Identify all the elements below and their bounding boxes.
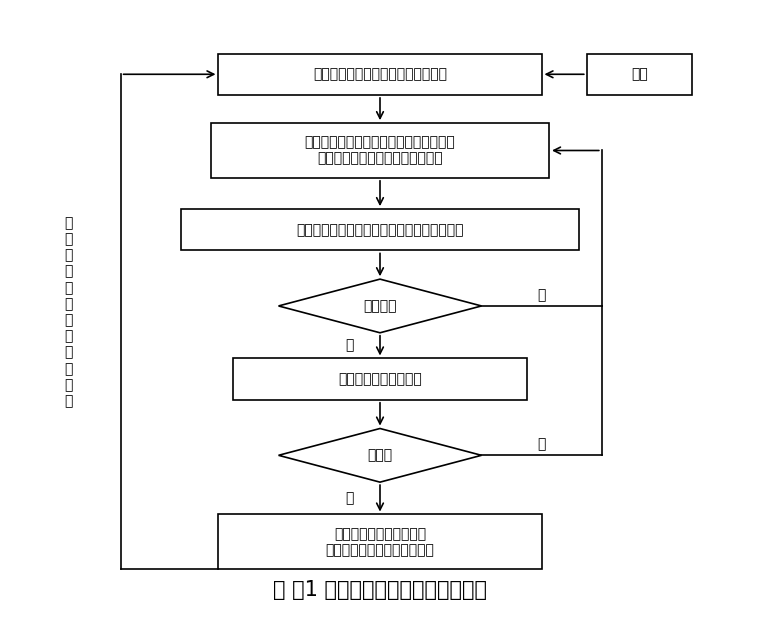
FancyBboxPatch shape — [218, 54, 542, 95]
Text: ・ 图1 单元工程质量检验工作程序图: ・ 图1 单元工程质量检验工作程序图 — [273, 580, 487, 601]
Text: 否: 否 — [537, 288, 546, 302]
Text: 否: 否 — [537, 438, 546, 451]
Polygon shape — [278, 428, 482, 482]
Text: 监理单位审核、签认单元
（工序）工程施工质量评定表: 监理单位审核、签认单元 （工序）工程施工质量评定表 — [325, 527, 435, 557]
FancyBboxPatch shape — [233, 358, 527, 400]
FancyBboxPatch shape — [211, 123, 549, 178]
Polygon shape — [278, 279, 482, 332]
Text: 是: 是 — [346, 339, 354, 353]
Text: 审核结果: 审核结果 — [363, 299, 397, 313]
Text: 合格否: 合格否 — [367, 448, 393, 462]
FancyBboxPatch shape — [181, 209, 579, 250]
Text: 单元（工序）工程施工（处理）完毕: 单元（工序）工程施工（处理）完毕 — [313, 67, 447, 82]
Text: 是: 是 — [346, 491, 354, 506]
FancyBboxPatch shape — [218, 514, 542, 569]
Text: 进
入
下
一
单
元
（
工
序
）
工
程: 进 入 下 一 单 元 （ 工 序 ） 工 程 — [64, 216, 72, 408]
Text: 监理单位现场抗样检验: 监理单位现场抗样检验 — [338, 372, 422, 386]
FancyBboxPatch shape — [587, 54, 692, 95]
Text: 处理: 处理 — [631, 67, 648, 82]
Text: 施工单位进行自检，作好施工记录，填报
单元（工序）工程施工质量评定表: 施工单位进行自检，作好施工记录，填报 单元（工序）工程施工质量评定表 — [305, 135, 455, 166]
Text: 监理单位审核自检资料是否真实、可靠、完整: 监理单位审核自检资料是否真实、可靠、完整 — [296, 222, 464, 237]
